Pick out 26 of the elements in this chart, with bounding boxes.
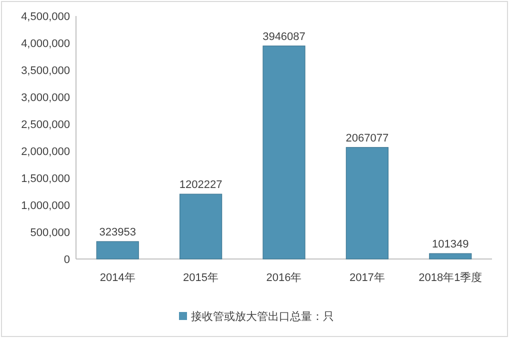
x-tick-label: 2015年 bbox=[183, 272, 219, 284]
y-tick-label: 2,000,000 bbox=[21, 146, 70, 158]
y-tick-label: 2,500,000 bbox=[21, 119, 70, 131]
data-label: 1202227 bbox=[179, 179, 222, 192]
bar bbox=[429, 253, 472, 260]
x-tick-label: 2016年 bbox=[266, 272, 302, 284]
y-tick-label: 4,500,000 bbox=[21, 11, 70, 23]
legend-label: 接收管或放大管出口总量：只 bbox=[191, 310, 334, 323]
x-tick-label: 2014年 bbox=[100, 272, 136, 284]
y-tick-label: 3,000,000 bbox=[21, 92, 70, 104]
y-tick-label: 0 bbox=[64, 254, 70, 266]
data-label: 2067077 bbox=[346, 132, 389, 144]
y-tick-label: 3,500,000 bbox=[21, 65, 70, 77]
y-tick-label: 500,000 bbox=[30, 227, 70, 239]
y-tick-label: 1,500,000 bbox=[21, 173, 70, 185]
bar bbox=[262, 46, 306, 260]
data-label: 101349 bbox=[432, 238, 469, 251]
data-label: 323953 bbox=[99, 226, 136, 239]
y-tick-label: 1,000,000 bbox=[21, 200, 70, 212]
data-label: 3946087 bbox=[262, 30, 306, 43]
bar bbox=[96, 241, 139, 260]
x-tick-label: 2017年 bbox=[349, 272, 385, 284]
y-tick-label: 4,000,000 bbox=[21, 38, 70, 50]
bar bbox=[346, 147, 388, 260]
bar bbox=[180, 194, 222, 260]
x-tick-label: 2018年1季度 bbox=[418, 271, 482, 284]
